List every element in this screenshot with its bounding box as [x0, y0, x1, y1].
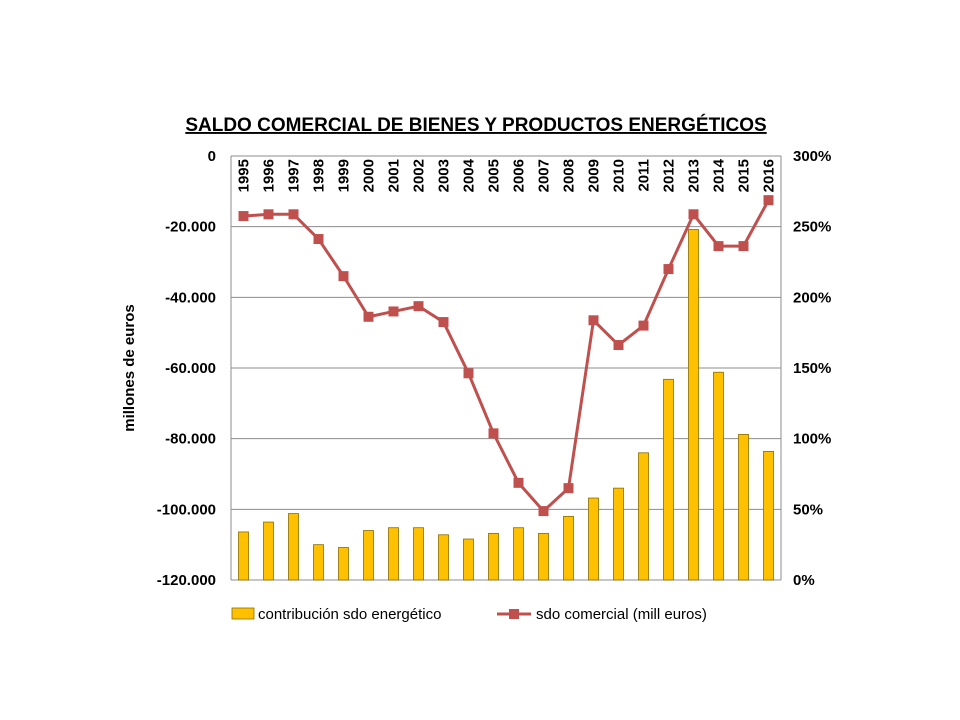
- year-label-2004: 2004: [461, 158, 478, 192]
- right-tick-label: 100%: [793, 431, 831, 448]
- point-2009: [588, 315, 599, 326]
- bar-1997: [288, 513, 299, 581]
- right-tick-label: 50%: [793, 501, 823, 518]
- year-label-2016: 2016: [761, 159, 778, 192]
- bar-2008: [563, 516, 574, 581]
- year-label-1998: 1998: [311, 159, 328, 192]
- left-tick-label: -60.000: [165, 360, 216, 377]
- bar-2002: [413, 527, 424, 581]
- point-1998: [313, 234, 324, 245]
- year-labels: 1995 1996 1997 1998 1999 2000 2001 2002 2003 2004…: [236, 158, 778, 192]
- year-label-2009: 2009: [586, 159, 603, 192]
- right-tick-label: 300%: [793, 148, 831, 165]
- year-label-2012: 2012: [661, 159, 678, 192]
- axes: [230, 156, 782, 580]
- bar-2006: [513, 527, 524, 581]
- right-tick-label: 200%: [793, 289, 831, 306]
- year-label-2000: 2000: [361, 159, 378, 192]
- legend-swatch-contribucion: [231, 607, 255, 620]
- point-2005: [488, 428, 499, 439]
- point-2010: [613, 340, 624, 351]
- legend-swatch-sdo-comercial-marker: [509, 609, 519, 619]
- point-1995: [238, 211, 249, 222]
- point-2002: [413, 301, 424, 312]
- point-2012: [663, 264, 674, 275]
- legend-label-contribucion: contribución sdo energético: [258, 606, 441, 623]
- right-tick-label: 250%: [793, 219, 831, 236]
- legend: contribución sdo energético sdo comercia…: [231, 606, 707, 623]
- series-line: [243, 199, 770, 513]
- point-2015: [738, 241, 749, 252]
- point-1996: [263, 209, 274, 220]
- bar-2001: [388, 527, 399, 581]
- bar-2003: [438, 534, 449, 581]
- year-label-2002: 2002: [411, 159, 428, 192]
- legend-label-sdo-comercial: sdo comercial (mill euros): [536, 606, 707, 623]
- point-1999: [338, 271, 349, 282]
- year-label-2010: 2010: [611, 159, 628, 192]
- bar-1995: [238, 531, 249, 581]
- bar-2015: [738, 434, 749, 581]
- bar-2013: [688, 229, 699, 581]
- point-2006: [513, 477, 524, 488]
- chart-title: SALDO COMERCIAL DE BIENES Y PRODUCTOS EN…: [185, 114, 766, 136]
- right-tick-label: 0%: [793, 572, 815, 589]
- year-label-2015: 2015: [736, 159, 753, 192]
- year-label-2011: 2011: [636, 159, 653, 192]
- bar-2007: [538, 532, 549, 581]
- bar-2005: [488, 532, 499, 581]
- year-label-1996: 1996: [261, 159, 278, 192]
- bar-1996: [263, 521, 274, 581]
- bar-2010: [613, 487, 624, 581]
- point-2013: [688, 209, 699, 220]
- year-label-1997: 1997: [286, 159, 303, 192]
- year-label-2005: 2005: [486, 159, 503, 192]
- point-2001: [388, 306, 399, 317]
- line-series-sdo-comercial: [238, 195, 774, 517]
- right-axis-ticks: 300% 250% 200% 150% 100% 50% 0%: [793, 148, 831, 589]
- bar-2014: [713, 371, 724, 581]
- bar-2011: [638, 452, 649, 581]
- left-tick-label: -120.000: [157, 572, 216, 589]
- year-label-2014: 2014: [711, 158, 728, 192]
- point-1997: [288, 209, 299, 220]
- point-2016: [763, 195, 774, 206]
- left-tick-label: -80.000: [165, 431, 216, 448]
- year-label-1999: 1999: [336, 159, 353, 192]
- bar-1999: [338, 547, 349, 581]
- left-tick-label: -40.000: [165, 289, 216, 306]
- left-tick-label: -20.000: [165, 219, 216, 236]
- left-tick-label: -100.000: [157, 501, 216, 518]
- point-2003: [438, 317, 449, 328]
- right-tick-label: 150%: [793, 360, 831, 377]
- bar-2016: [763, 450, 774, 581]
- y-axis-label: millones de euros: [121, 304, 138, 432]
- point-2004: [463, 368, 474, 379]
- year-label-2013: 2013: [686, 159, 703, 192]
- year-label-2007: 2007: [536, 159, 553, 192]
- left-tick-label: 0: [208, 148, 216, 165]
- point-2000: [363, 311, 374, 322]
- point-2007: [538, 506, 549, 517]
- bar-2009: [588, 497, 599, 581]
- year-label-2006: 2006: [511, 159, 528, 192]
- bar-2000: [363, 530, 374, 581]
- point-2008: [563, 483, 574, 494]
- bar-2004: [463, 538, 474, 581]
- bar-1998: [313, 544, 324, 581]
- year-label-2003: 2003: [436, 159, 453, 192]
- bar-series-contribucion: [238, 229, 774, 581]
- left-axis-ticks: 0 -20.000 -40.000 -60.000 -80.000 -100.000 -12…: [157, 148, 216, 589]
- year-label-2008: 2008: [561, 159, 578, 192]
- bar-2012: [663, 378, 674, 581]
- point-2011: [638, 320, 649, 331]
- year-label-1995: 1995: [236, 159, 253, 192]
- year-label-2001: 2001: [386, 159, 403, 192]
- point-2014: [713, 241, 724, 252]
